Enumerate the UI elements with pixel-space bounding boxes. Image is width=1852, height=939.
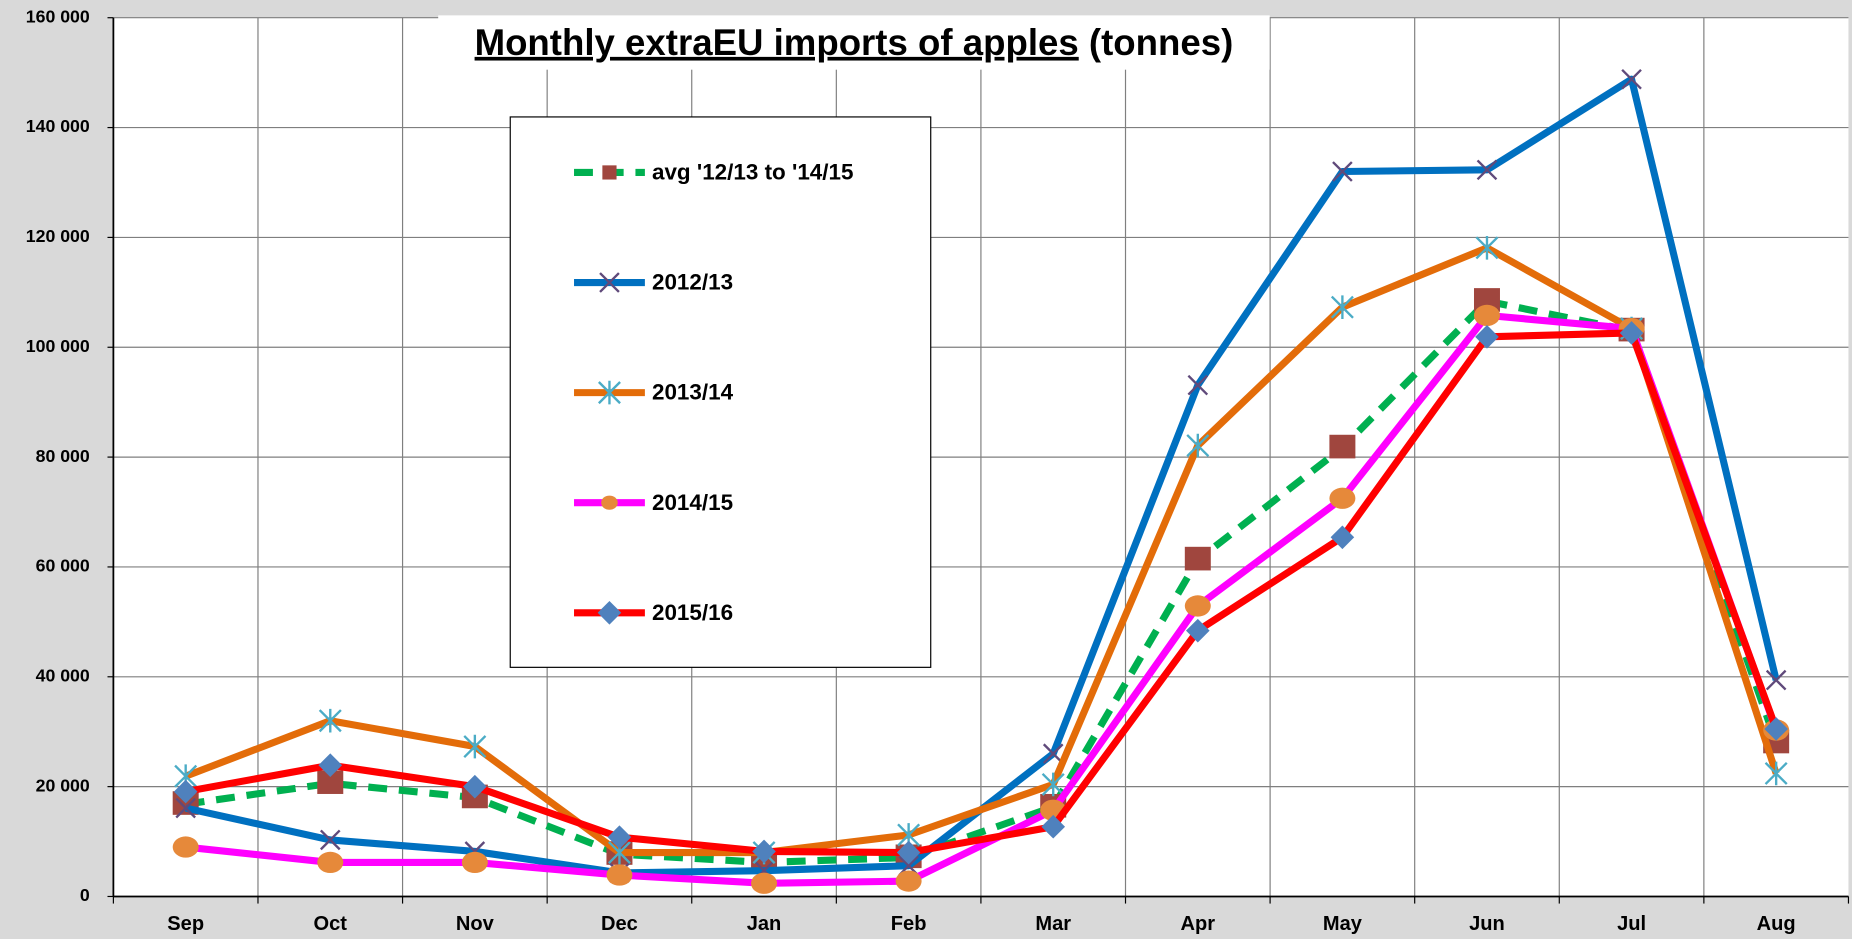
marker [318, 753, 343, 778]
y-tick-label: 160 000 [26, 6, 90, 26]
legend-label: 2013/14 [652, 380, 734, 405]
marker [1473, 288, 1500, 312]
legend-label: 2015/16 [652, 600, 733, 625]
x-tick-label: Oct [314, 913, 348, 935]
marker [463, 734, 487, 759]
x-tick-label: Jan [747, 913, 782, 935]
marker [895, 870, 922, 892]
y-tick-label: 60 000 [36, 556, 90, 576]
marker [1329, 487, 1356, 509]
marker [1475, 236, 1499, 260]
chart-title: Monthly extraEU imports of apples (tonne… [475, 22, 1234, 63]
marker [1330, 295, 1354, 319]
legend-label: 2012/13 [652, 270, 733, 295]
marker [1329, 434, 1356, 459]
legend-marker [601, 495, 618, 510]
marker [1764, 761, 1788, 786]
marker [1621, 68, 1642, 90]
marker [317, 851, 344, 874]
x-tick-label: Mar [1035, 913, 1071, 935]
marker [318, 708, 342, 733]
legend-marker [599, 272, 620, 293]
marker [1186, 433, 1210, 458]
marker [319, 829, 341, 851]
y-tick-label: 20 000 [36, 775, 90, 795]
title-background [438, 15, 1270, 70]
marker [173, 779, 198, 804]
series-line [185, 297, 1780, 866]
legend-label: avg '12/13 to '14/15 [652, 160, 854, 185]
marker [1041, 772, 1065, 797]
legend-marker [597, 600, 622, 625]
marker [317, 770, 344, 794]
marker [1765, 669, 1787, 691]
marker [1184, 546, 1211, 571]
series-line [184, 244, 1780, 857]
marker [463, 774, 487, 799]
marker [461, 851, 488, 874]
marker [172, 836, 199, 858]
y-tick-label: 0 [80, 885, 90, 905]
x-tick-label: Jun [1469, 913, 1505, 935]
legend-marker [602, 165, 617, 180]
marker [1476, 159, 1498, 181]
marker [896, 840, 921, 865]
x-tick-label: Apr [1181, 913, 1216, 935]
y-tick-label: 80 000 [36, 446, 90, 466]
x-tick-label: Sep [167, 913, 204, 935]
x-tick-label: May [1323, 913, 1363, 935]
title-main: Monthly extraEU imports of apples [475, 22, 1079, 63]
x-tick-label: Jul [1617, 913, 1646, 935]
marker [1475, 325, 1499, 349]
marker [1185, 618, 1210, 643]
x-tick-label: Nov [456, 913, 495, 935]
marker [1473, 304, 1500, 327]
series-line [185, 329, 1780, 857]
x-tick-label: Dec [601, 913, 638, 935]
marker [1330, 525, 1355, 550]
title-unit: (tonnes) [1089, 22, 1233, 63]
series [174, 236, 1788, 865]
marker [1619, 321, 1644, 345]
marker [751, 872, 778, 894]
legend-marker [597, 380, 621, 405]
y-tick-label: 120 000 [26, 226, 90, 246]
series-line [185, 311, 1780, 887]
x-tick-label: Feb [891, 913, 927, 935]
marker [1184, 595, 1211, 617]
y-tick-label: 140 000 [26, 116, 90, 136]
series [172, 304, 1790, 894]
marker [1332, 161, 1353, 182]
y-tick-label: 100 000 [26, 336, 90, 356]
marker [1764, 717, 1788, 741]
legend-label: 2014/15 [652, 490, 733, 515]
y-tick-label: 40 000 [36, 665, 90, 685]
marker [175, 797, 196, 819]
x-tick-label: Aug [1757, 913, 1796, 935]
marker [1187, 374, 1209, 396]
marker [606, 864, 633, 886]
marker [1042, 743, 1064, 764]
